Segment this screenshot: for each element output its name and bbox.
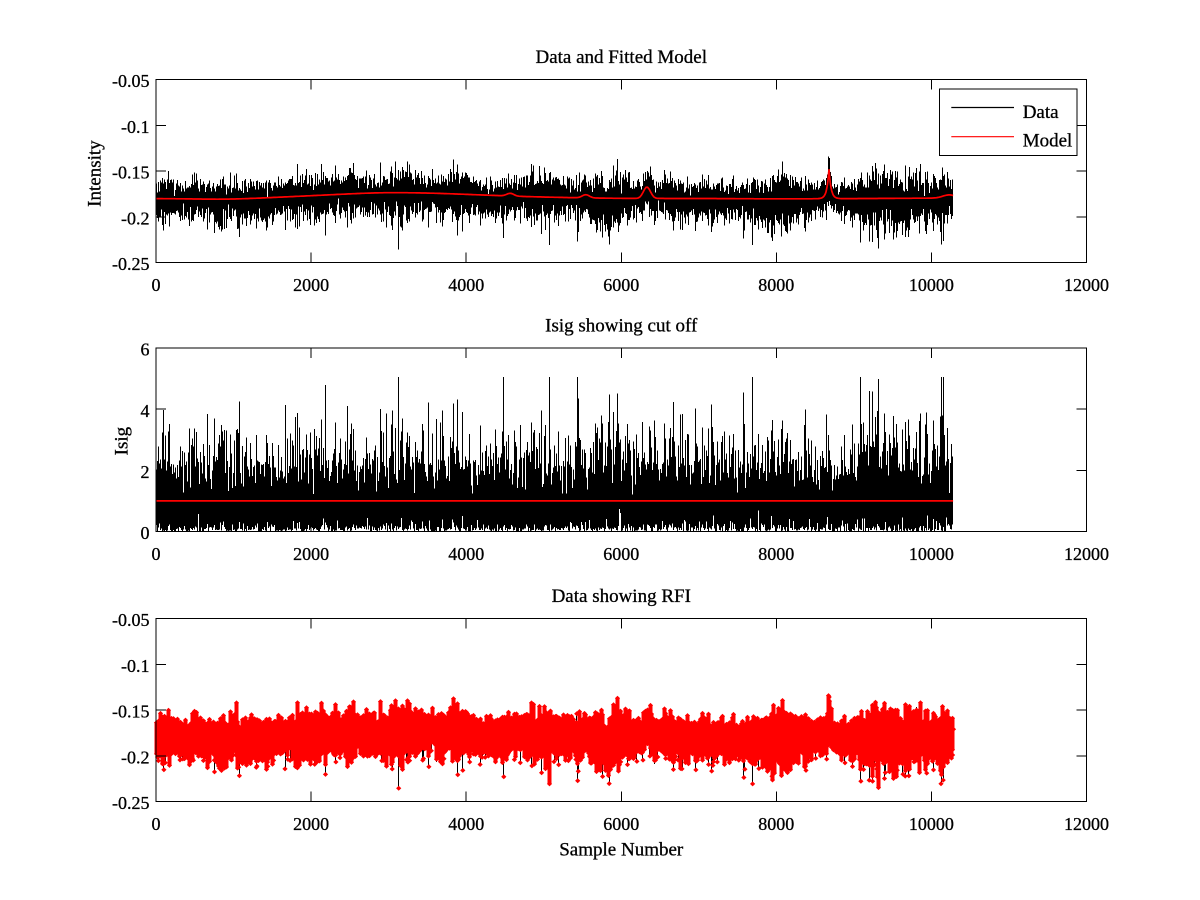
svg-text:Isig: Isig (112, 426, 133, 455)
svg-text:2000: 2000 (293, 814, 329, 834)
svg-text:8000: 8000 (758, 275, 794, 295)
svg-text:2000: 2000 (293, 544, 329, 564)
svg-text:2000: 2000 (293, 275, 329, 295)
svg-text:6000: 6000 (603, 814, 639, 834)
svg-text:Intensity: Intensity (85, 140, 106, 207)
svg-text:Data and Fitted Model: Data and Fitted Model (536, 47, 708, 68)
svg-text:Model: Model (1023, 131, 1073, 152)
svg-text:-0.2: -0.2 (121, 747, 150, 767)
svg-text:10000: 10000 (909, 544, 954, 564)
svg-text:-0.1: -0.1 (121, 656, 150, 676)
svg-text:12000: 12000 (1064, 814, 1109, 834)
svg-text:-0.25: -0.25 (112, 254, 150, 274)
svg-text:Data showing RFI: Data showing RFI (552, 586, 691, 607)
svg-text:4000: 4000 (448, 544, 484, 564)
svg-text:8000: 8000 (758, 544, 794, 564)
svg-text:10000: 10000 (909, 275, 954, 295)
svg-text:12000: 12000 (1064, 544, 1109, 564)
svg-text:4000: 4000 (448, 814, 484, 834)
svg-text:-0.15: -0.15 (112, 702, 150, 722)
svg-text:Sample Number: Sample Number (559, 840, 684, 861)
svg-text:4000: 4000 (448, 275, 484, 295)
svg-text:-0.15: -0.15 (112, 163, 150, 183)
svg-text:2: 2 (141, 462, 150, 482)
svg-text:-0.1: -0.1 (121, 117, 150, 137)
svg-text:0: 0 (152, 544, 161, 564)
svg-text:-0.05: -0.05 (112, 610, 150, 630)
svg-text:Isig showing cut off: Isig showing cut off (545, 315, 698, 336)
svg-text:8000: 8000 (758, 814, 794, 834)
svg-text:-0.25: -0.25 (112, 793, 150, 813)
svg-text:4: 4 (141, 401, 150, 421)
svg-text:Data: Data (1023, 102, 1059, 123)
svg-text:0: 0 (141, 523, 150, 543)
svg-text:12000: 12000 (1064, 275, 1109, 295)
svg-text:10000: 10000 (909, 814, 954, 834)
svg-text:0: 0 (152, 275, 161, 295)
svg-text:0: 0 (152, 814, 161, 834)
svg-text:6000: 6000 (603, 275, 639, 295)
svg-text:-0.2: -0.2 (121, 208, 150, 228)
svg-text:-0.05: -0.05 (112, 71, 150, 91)
svg-text:6000: 6000 (603, 544, 639, 564)
svg-text:6: 6 (141, 340, 150, 360)
